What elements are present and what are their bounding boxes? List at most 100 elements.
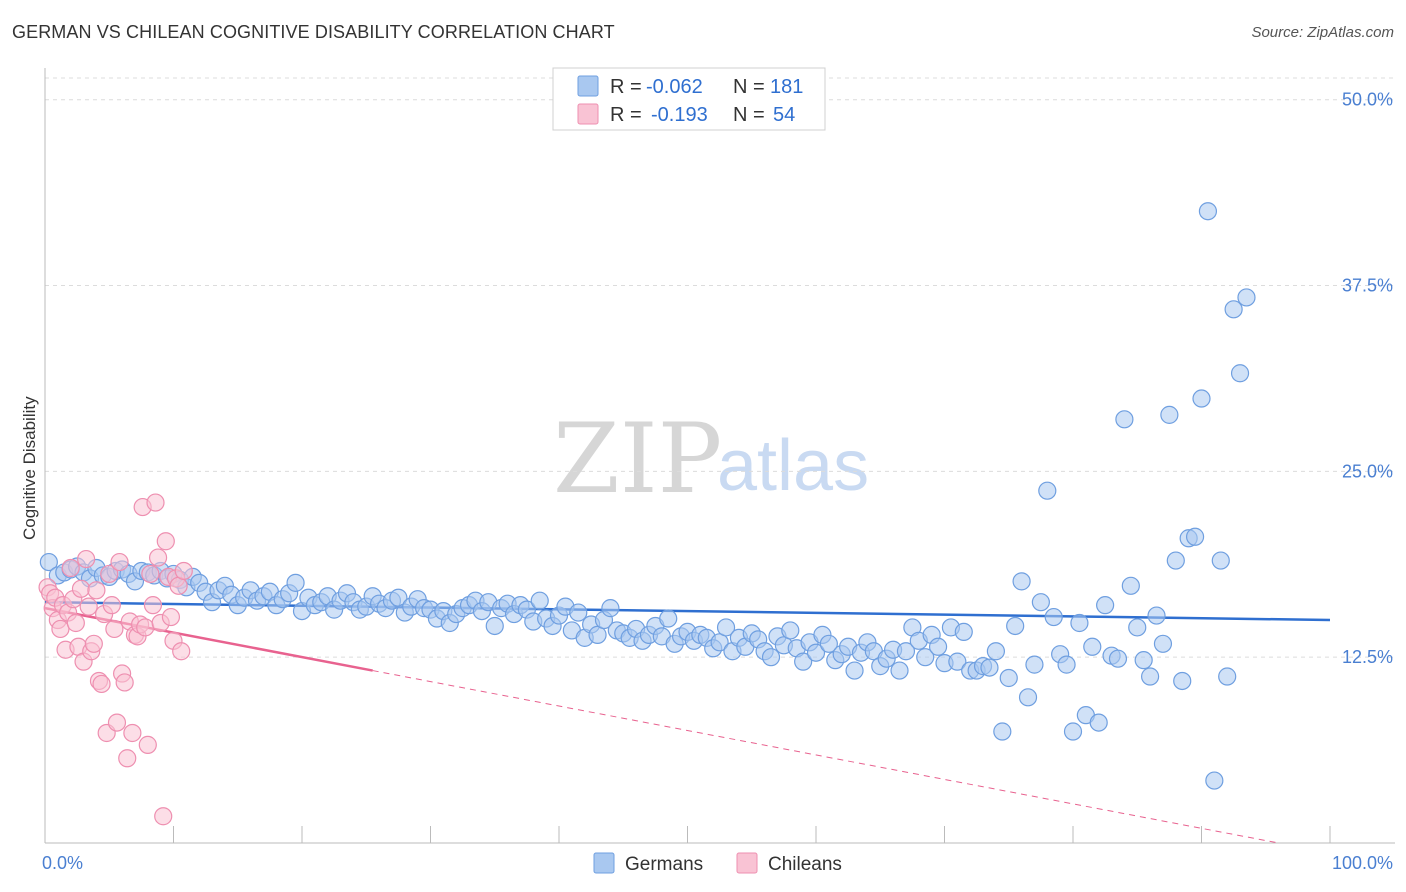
chart-title: GERMAN VS CHILEAN COGNITIVE DISABILITY C… <box>12 22 615 42</box>
data-point <box>1006 616 1025 636</box>
data-point <box>39 552 58 572</box>
data-point <box>138 735 157 754</box>
data-point <box>1018 688 1038 707</box>
tick-labels: 12.5% 25.0% 37.5% 50.0% 0.0% 100.0% <box>42 90 1393 873</box>
data-point <box>1230 364 1250 383</box>
data-point <box>890 661 909 680</box>
data-point <box>102 596 121 615</box>
data-point <box>148 548 168 567</box>
data-point <box>1038 481 1057 500</box>
data-point <box>174 561 193 581</box>
data-point <box>781 621 800 640</box>
data-point <box>123 723 142 743</box>
legend-r-value-chileans: -0.193 <box>651 104 708 126</box>
data-point <box>1185 527 1205 546</box>
legend-swatch-germans <box>577 75 599 97</box>
data-point <box>1205 771 1224 790</box>
data-point <box>530 591 549 610</box>
data-point <box>1044 607 1063 627</box>
legend-stats: R = -0.062 N = 181 R = -0.193 N = 54 <box>552 67 826 131</box>
legend-swatch-chileans-bottom <box>736 852 758 874</box>
data-point <box>154 807 173 826</box>
data-point <box>845 661 864 680</box>
data-point <box>1089 713 1108 732</box>
data-point <box>115 673 134 692</box>
data-point <box>1134 651 1153 670</box>
data-point <box>51 619 70 639</box>
y-tick-label: 50.0% <box>1342 90 1393 110</box>
legend-r-label-germans: R = <box>610 76 642 98</box>
legend-label-germans: Germans <box>625 854 703 875</box>
data-point <box>1057 655 1076 674</box>
legend-n-value-chileans: 54 <box>773 104 795 126</box>
grid <box>45 77 1395 658</box>
data-point <box>1140 667 1160 686</box>
data-point <box>659 609 678 628</box>
data-point <box>1237 288 1256 307</box>
data-point <box>286 573 305 592</box>
data-point <box>118 749 137 768</box>
legend-swatch-chileans <box>577 103 599 125</box>
data-point <box>1211 551 1230 570</box>
data-point <box>1198 202 1218 221</box>
x-tick-label: 100.0% <box>1332 853 1393 873</box>
y-tick-label: 25.0% <box>1342 461 1393 481</box>
data-point <box>716 618 736 637</box>
data-point <box>105 619 124 639</box>
data-point <box>916 648 935 667</box>
y-tick-label: 37.5% <box>1342 276 1393 296</box>
y-axis-label: Cognitive Disability <box>20 396 39 540</box>
data-point <box>1108 649 1128 668</box>
data-point <box>107 713 127 732</box>
data-point <box>928 637 948 656</box>
data-point <box>948 652 967 671</box>
data-point <box>986 642 1006 661</box>
legend-r-label-chileans: R = <box>610 104 642 126</box>
data-point <box>569 603 588 622</box>
y-tick-label: 12.5% <box>1342 647 1393 667</box>
data-point <box>79 597 98 616</box>
data-point <box>1192 389 1211 408</box>
data-point <box>1012 572 1031 591</box>
data-point <box>172 642 191 661</box>
data-point <box>1083 637 1102 656</box>
x-tick-label: 0.0% <box>42 853 83 873</box>
data-point <box>84 634 103 653</box>
data-point <box>980 658 999 677</box>
data-point <box>954 622 973 642</box>
data-point <box>819 634 838 653</box>
data-point <box>1070 613 1089 633</box>
axes <box>44 68 1395 844</box>
data-point <box>1115 410 1134 429</box>
data-point <box>1218 667 1237 686</box>
data-point <box>999 668 1018 688</box>
data-point <box>806 643 826 662</box>
series-chileans <box>38 493 193 826</box>
series-germans <box>39 202 1256 790</box>
legend-n-value-germans: 181 <box>770 76 803 98</box>
data-point <box>1173 671 1192 691</box>
data-point <box>110 552 129 572</box>
data-point <box>71 579 91 598</box>
data-point <box>794 652 813 671</box>
data-point <box>1063 722 1083 741</box>
data-point <box>1121 576 1140 595</box>
data-point <box>1153 634 1173 653</box>
data-point <box>146 493 165 512</box>
data-point <box>601 599 620 618</box>
data-point <box>61 558 80 578</box>
trend-line-chileans-projection <box>372 670 1279 844</box>
data-point <box>66 613 85 633</box>
data-point <box>92 674 111 694</box>
data-point <box>761 648 781 667</box>
data-point <box>1128 618 1147 637</box>
watermark-atlas: atlas <box>717 426 869 506</box>
data-point <box>1096 596 1115 615</box>
points <box>38 202 1256 826</box>
data-point <box>77 549 96 569</box>
source-note: Source: ZipAtlas.com <box>1251 24 1394 41</box>
watermark: ZIP atlas <box>553 403 869 515</box>
data-point <box>485 616 504 636</box>
data-point <box>141 564 160 584</box>
